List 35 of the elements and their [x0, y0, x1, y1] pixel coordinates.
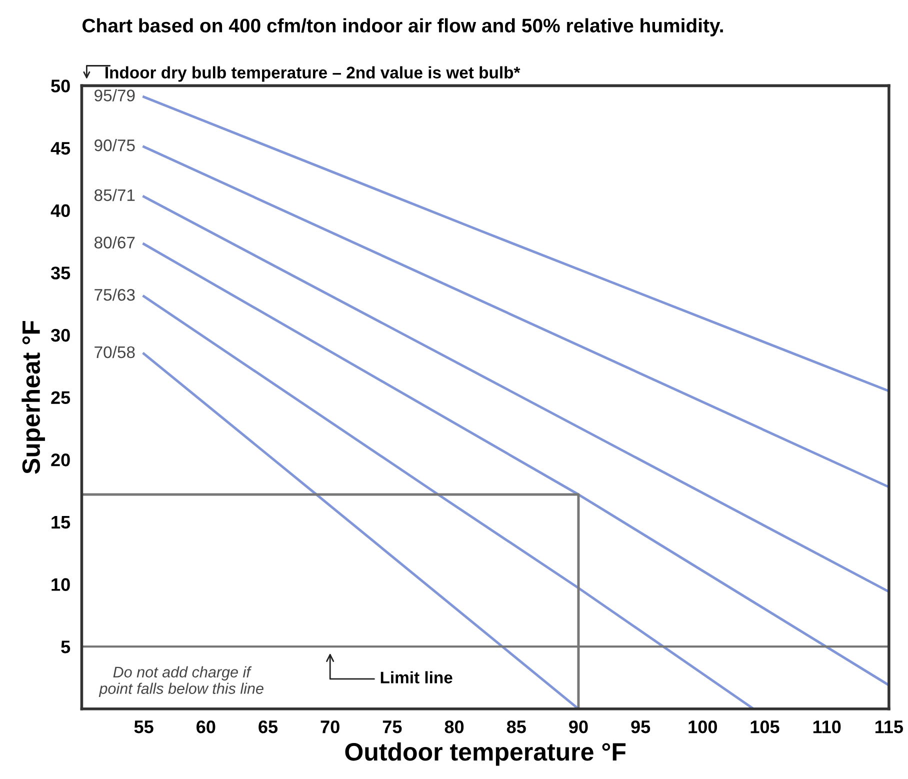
series-label: 85/71	[94, 188, 135, 202]
x-tick-label: 100	[688, 720, 717, 734]
x-tick-label: 70	[320, 720, 340, 734]
series-label: 70/58	[94, 346, 135, 358]
x-tick-label: 115	[876, 720, 903, 734]
y-tick-label: 35	[50, 266, 70, 280]
y-tick-label: 25	[51, 391, 70, 404]
x-tick-label: 105	[750, 720, 780, 734]
chart-title: Chart based on 400 cfm/ton indoor air flow and 50% relative humidity.	[82, 18, 723, 36]
annotation: Do not add charge if point falls below this line	[98, 666, 264, 697]
y-tick-label: 50	[51, 80, 70, 92]
series-label: 95/79	[94, 89, 135, 102]
y-tick-label: 30	[50, 328, 70, 342]
x-tick-label: 90	[569, 720, 588, 734]
x-tick-label: 110	[813, 720, 841, 734]
x-tick-label: 65	[258, 720, 278, 734]
y-tick-label: 45	[50, 142, 70, 155]
ref-line-label: Limit line	[380, 671, 452, 684]
text: Indoor dry bulb temperature – 2nd value is wet bulb*	[106, 66, 520, 82]
x-tick-label: 95	[631, 720, 650, 734]
y-tick-label: 5	[61, 640, 70, 654]
series-label: 90/75	[94, 138, 135, 152]
x-axis-title: Outdoor temperature °F	[345, 742, 626, 766]
y-tick-label: 40	[50, 204, 70, 218]
y-tick-label: 20	[51, 454, 70, 466]
x-tick-label: 75	[382, 720, 402, 734]
series-label: 75/63	[94, 288, 135, 301]
y-tick-label: 10	[52, 578, 70, 591]
x-tick-label: 60	[196, 720, 216, 734]
x-tick-label: 55	[134, 720, 154, 734]
y-axis-title: Superheat °F	[22, 320, 45, 474]
x-tick-label: 85	[506, 720, 526, 734]
series-label: 80/67	[94, 236, 135, 248]
x-tick-label: 80	[444, 720, 464, 734]
y-tick-label: 15	[52, 516, 70, 529]
